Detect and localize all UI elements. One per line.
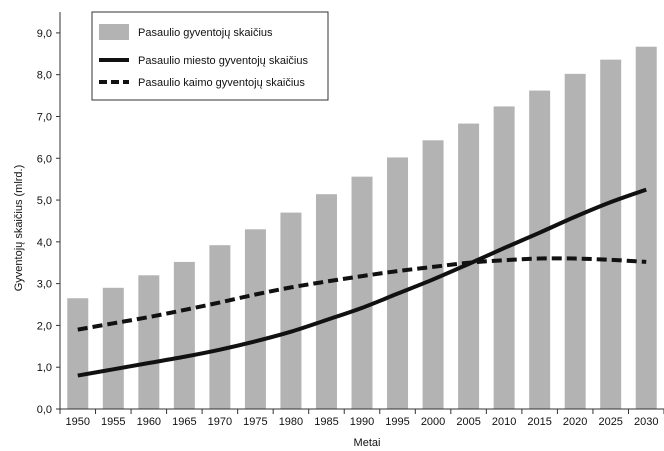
bar-2025: [600, 59, 622, 409]
bar-1950: [67, 298, 89, 409]
y-tick-label: 8,0: [37, 70, 52, 82]
axes-group: [59, 12, 664, 410]
bar-1975: [244, 229, 266, 409]
legend-box: [91, 11, 329, 101]
y-tick-label: 0,0: [37, 404, 52, 416]
bar-1990: [351, 176, 373, 409]
rural-population-line: [77, 256, 647, 332]
bar-1980: [280, 212, 302, 409]
bar-2010: [493, 106, 515, 409]
x-tick-label: 1950: [66, 416, 90, 428]
legend-swatch-bar: [99, 24, 129, 40]
y-tick-label: 6,0: [37, 153, 52, 165]
x-tick-label: 2005: [456, 416, 480, 428]
bar-2005: [458, 123, 480, 410]
x-tick-label: 1975: [243, 416, 267, 428]
x-tick-label: 1970: [208, 416, 232, 428]
x-tick-label: 2030: [634, 416, 658, 428]
bar-1985: [315, 194, 337, 409]
legend-label-total: Pasaulio gyventojų skaičius: [138, 27, 273, 39]
x-tick-label: 1955: [101, 416, 125, 428]
lines-group: [77, 187, 647, 378]
y-ticks-group: 0,0 1,0 2,0 3,0 4,0 5,0 6,0 7,0 8,0 9,0: [37, 28, 60, 416]
x-tick-label: 2020: [563, 416, 587, 428]
x-tick-label: 2025: [598, 416, 622, 428]
x-tick-label: 2010: [492, 416, 516, 428]
x-ticks-group: 1950 1955 1960 1965 1970 1975 1980 1985 1990 1995…: [59, 409, 664, 428]
legend-label-urban: Pasaulio miesto gyventojų skaičius: [138, 55, 308, 67]
x-tick-label: 1980: [279, 416, 303, 428]
bar-2000: [422, 140, 444, 409]
x-tick-label: 1965: [172, 416, 196, 428]
y-tick-label: 7,0: [37, 111, 52, 123]
bar-1970: [209, 245, 231, 409]
urban-population-line: [77, 187, 647, 378]
x-tick-label: 2015: [527, 416, 551, 428]
x-axis-title: Metai: [354, 437, 381, 449]
bar-2015: [529, 90, 551, 409]
x-tick-label: 1960: [137, 416, 161, 428]
y-tick-label: 5,0: [37, 195, 52, 207]
x-tick-label: 1995: [385, 416, 409, 428]
legend-label-rural: Pasaulio kaimo gyventojų skaičius: [138, 77, 305, 89]
bar-1995: [387, 157, 409, 409]
bar-1960: [138, 275, 160, 409]
bar-2020: [564, 73, 586, 409]
y-axis-title: Gyventojų skaičius (mlrd.): [13, 165, 25, 292]
x-tick-label: 1990: [350, 416, 374, 428]
y-tick-label: 3,0: [37, 279, 52, 291]
y-tick-label: 9,0: [37, 28, 52, 40]
bar-1955: [102, 287, 124, 409]
y-tick-label: 1,0: [37, 362, 52, 374]
x-tick-label: 2000: [421, 416, 445, 428]
y-tick-label: 2,0: [37, 320, 52, 332]
bars-group: [67, 46, 657, 410]
x-tick-label: 1985: [314, 416, 338, 428]
bar-1965: [173, 261, 195, 409]
legend: Pasaulio gyventojų skaičius Pasaulio mie…: [91, 11, 329, 101]
bar-2030: [635, 46, 657, 409]
y-tick-label: 4,0: [37, 237, 52, 249]
